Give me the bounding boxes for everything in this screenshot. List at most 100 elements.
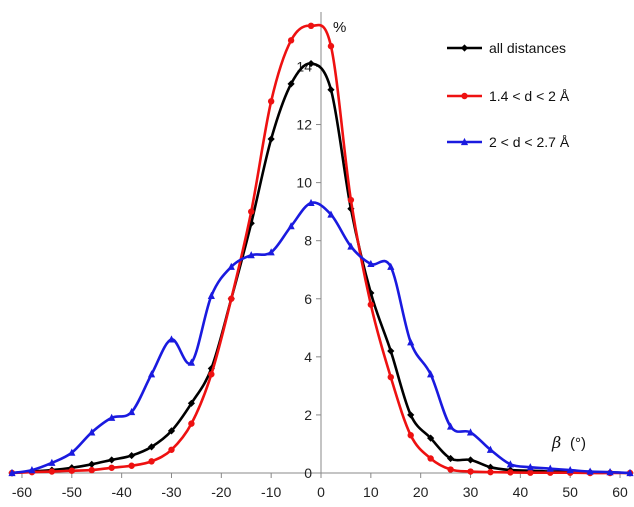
data-point bbox=[367, 289, 375, 297]
data-point bbox=[267, 135, 275, 143]
legend-label: 2 < d < 2.7 Å bbox=[489, 134, 570, 150]
data-point bbox=[546, 464, 554, 472]
x-axis-label-unit: (°) bbox=[570, 435, 586, 452]
data-point bbox=[466, 428, 475, 436]
y-tick-label: 2 bbox=[304, 407, 312, 423]
data-point bbox=[48, 468, 56, 475]
data-point bbox=[167, 335, 176, 343]
legend-item: 1.4 < d < 2 Å bbox=[447, 88, 570, 104]
data-point bbox=[327, 42, 335, 50]
x-tick-label: 10 bbox=[363, 484, 379, 500]
axes: -60 -50 -40 -30 -20 -10 0 10 20 30 40 50 60 0 2 4 6 8 10 12… bbox=[12, 12, 630, 500]
y-tick-label: 4 bbox=[304, 349, 312, 365]
data-point bbox=[327, 86, 335, 94]
x-tick-label: 30 bbox=[463, 484, 479, 500]
data-point bbox=[8, 468, 16, 477]
data-point bbox=[147, 370, 156, 378]
data-point bbox=[307, 22, 315, 30]
data-point bbox=[407, 432, 414, 439]
legend-item: 2 < d < 2.7 Å bbox=[447, 134, 570, 150]
data-point bbox=[287, 222, 295, 230]
data-point bbox=[68, 467, 76, 474]
data-point bbox=[387, 373, 394, 381]
x-tick-label: -50 bbox=[62, 484, 82, 500]
data-point bbox=[527, 469, 534, 476]
data-point bbox=[446, 454, 455, 463]
data-point bbox=[168, 446, 175, 453]
data-point bbox=[367, 301, 375, 308]
legend: all distances 1.4 < d < 2 Å 2 < d < 2.7 Å bbox=[447, 40, 570, 150]
x-tick-label: -40 bbox=[112, 484, 132, 500]
x-tick-label: 20 bbox=[413, 484, 429, 500]
data-point bbox=[147, 443, 156, 451]
data-point bbox=[267, 248, 275, 256]
data-point bbox=[187, 358, 196, 366]
data-point bbox=[267, 98, 275, 105]
data-point bbox=[347, 196, 355, 204]
data-point bbox=[228, 295, 235, 302]
x-tick-label: -30 bbox=[161, 484, 181, 500]
data-point bbox=[407, 338, 415, 346]
data-point bbox=[486, 445, 495, 453]
data-point bbox=[287, 37, 295, 44]
data-point bbox=[327, 210, 335, 218]
y-tick-label: 12 bbox=[296, 117, 312, 133]
data-point bbox=[427, 434, 435, 442]
data-point bbox=[167, 427, 176, 435]
data-point bbox=[248, 208, 255, 215]
data-point bbox=[626, 468, 634, 477]
data-point bbox=[247, 251, 255, 259]
data-point bbox=[506, 460, 514, 468]
data-point bbox=[487, 468, 494, 476]
data-point bbox=[606, 468, 614, 476]
x-tick-label: 40 bbox=[513, 484, 529, 500]
data-point bbox=[407, 411, 415, 419]
x-tick-label: -10 bbox=[261, 484, 281, 500]
series-layer bbox=[8, 22, 634, 477]
y-tick-label: 8 bbox=[304, 233, 312, 249]
y-tick-label: 10 bbox=[296, 175, 312, 191]
data-point bbox=[287, 80, 295, 88]
data-point bbox=[387, 262, 395, 270]
data-point bbox=[347, 242, 355, 250]
data-point bbox=[128, 407, 136, 416]
x-tick-label: 0 bbox=[317, 484, 325, 500]
data-point bbox=[68, 448, 76, 456]
series-line bbox=[11, 201, 631, 475]
data-point bbox=[466, 456, 475, 464]
data-point bbox=[427, 455, 434, 462]
x-tick-label: 50 bbox=[562, 484, 578, 500]
data-point bbox=[208, 371, 215, 378]
legend-label: all distances bbox=[489, 40, 566, 56]
data-point bbox=[128, 451, 136, 460]
x-axis-label-symbol: β bbox=[551, 433, 561, 452]
legend-marker bbox=[460, 44, 469, 52]
data-point bbox=[427, 370, 435, 378]
data-point bbox=[447, 466, 454, 473]
data-point bbox=[586, 467, 594, 475]
data-point bbox=[108, 456, 116, 464]
data-point bbox=[28, 465, 36, 474]
x-tick-label: -20 bbox=[211, 484, 231, 500]
y-tick-label: 0 bbox=[304, 465, 312, 481]
data-point bbox=[48, 458, 56, 466]
y-tick-label: 6 bbox=[304, 291, 312, 307]
data-point bbox=[148, 458, 155, 465]
data-point bbox=[566, 465, 574, 474]
data-point bbox=[88, 460, 96, 468]
data-point bbox=[108, 413, 116, 421]
data-point bbox=[188, 420, 195, 427]
data-point bbox=[467, 468, 474, 475]
series-line bbox=[11, 62, 631, 475]
series-long-range bbox=[8, 198, 634, 477]
data-point bbox=[88, 466, 95, 474]
data-point bbox=[207, 291, 215, 299]
data-point bbox=[367, 259, 375, 268]
legend-marker bbox=[460, 137, 469, 146]
legend-marker bbox=[461, 92, 468, 100]
series-line bbox=[11, 23, 630, 475]
legend-label: 1.4 < d < 2 Å bbox=[489, 88, 570, 104]
data-point bbox=[526, 463, 534, 471]
legend-item: all distances bbox=[447, 40, 566, 56]
